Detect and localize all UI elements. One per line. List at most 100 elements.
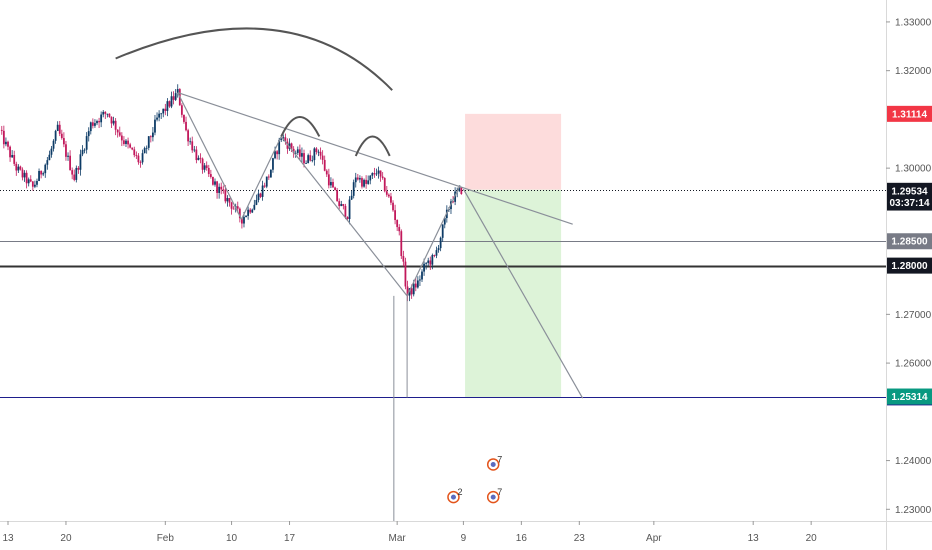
candle-body	[361, 178, 363, 187]
candle-body	[226, 198, 229, 202]
candle-body	[344, 205, 347, 218]
candle-body	[243, 216, 245, 224]
candle-body	[13, 155, 16, 164]
candle-body	[25, 172, 28, 184]
price-tag-label: 1.28500	[891, 237, 928, 248]
price-tag-label: 1.31114	[892, 109, 927, 120]
candle-body	[284, 137, 287, 142]
candle-body	[46, 160, 49, 165]
candle-body	[311, 160, 314, 161]
candle-body	[238, 208, 241, 219]
candle-body	[58, 124, 61, 134]
candle-body	[38, 170, 40, 181]
time-tick-label: 20	[60, 533, 72, 544]
candle-body	[220, 186, 223, 190]
candle-body	[425, 262, 428, 264]
event-count-label: 7	[497, 487, 502, 497]
candle-body	[191, 141, 194, 151]
candle-body	[435, 250, 438, 256]
arc-drawing[interactable]	[280, 116, 321, 137]
candle-body	[398, 227, 401, 232]
candle-body	[385, 191, 388, 195]
candle-body	[381, 176, 384, 179]
candle-body	[402, 256, 405, 262]
candle-body	[147, 136, 150, 148]
candle-body	[54, 130, 57, 141]
candle-body	[81, 150, 84, 155]
candle-body	[379, 170, 382, 177]
time-axis: 13 20 Feb 10 17 Mar 9 16 23 Apr 13 20	[2, 521, 817, 544]
stop-loss-zone[interactable]	[465, 113, 562, 190]
time-tick-label: 10	[226, 533, 238, 544]
trendline[interactable]	[280, 136, 408, 297]
candle-body	[338, 201, 341, 207]
candle-body	[392, 202, 394, 211]
candle-body	[352, 182, 355, 196]
candle-body	[106, 113, 109, 115]
take-profit-zone[interactable]	[465, 189, 562, 398]
price-tick-label: 1.24000	[895, 456, 932, 467]
price-tick-label: 1.33000	[895, 17, 932, 28]
price-tag: 1.28500	[887, 233, 932, 250]
event-marker[interactable]: 7	[486, 454, 503, 471]
trendline[interactable]	[406, 184, 461, 297]
time-tick-label: 20	[806, 533, 818, 544]
candle-body	[193, 149, 196, 151]
candle-body	[323, 159, 326, 171]
event-marker[interactable]: 2	[447, 487, 463, 504]
position-zones	[465, 113, 562, 398]
plot-background	[0, 0, 886, 521]
candle-body	[305, 163, 307, 164]
candle-body	[79, 154, 82, 170]
price-tag-label: 03:37:14	[889, 198, 929, 209]
candle-body	[342, 204, 345, 206]
price-tag-background	[887, 257, 932, 274]
candle-body	[145, 147, 148, 149]
trendline[interactable]	[240, 136, 282, 220]
arc-drawing[interactable]	[354, 135, 391, 157]
candle-body	[7, 141, 9, 147]
event-markers: 2 7 7	[447, 454, 503, 504]
price-tag: 1.28000	[887, 257, 932, 274]
candle-body	[73, 174, 76, 180]
trendline[interactable]	[177, 92, 243, 220]
candle-body	[89, 122, 92, 132]
flag-icon-center	[490, 461, 496, 467]
price-tag-label: 1.25314	[891, 392, 928, 403]
candle-body	[412, 283, 415, 295]
candle-body	[183, 114, 185, 122]
candle-body	[414, 283, 417, 288]
candle-body	[282, 137, 285, 139]
candle-body	[60, 133, 63, 139]
candle-body	[110, 116, 113, 124]
candle-body	[75, 167, 78, 180]
candle-body	[131, 147, 134, 150]
candle-body	[377, 170, 380, 174]
candle-body	[174, 93, 177, 100]
candle-body	[383, 178, 386, 192]
candle-body	[69, 155, 71, 171]
candle-body	[419, 279, 421, 281]
event-count-label: 7	[497, 454, 502, 464]
candle-body	[292, 148, 295, 154]
candle-body	[276, 151, 278, 155]
event-marker[interactable]: 7	[486, 487, 503, 504]
candle-body	[416, 280, 419, 288]
candle-body	[77, 167, 80, 170]
candle-body	[172, 96, 175, 100]
trendline[interactable]	[177, 92, 573, 225]
candle-body	[429, 260, 432, 265]
candle-body	[9, 146, 11, 158]
arc-drawing[interactable]	[115, 27, 393, 91]
time-tick-label: 13	[2, 533, 14, 544]
candle-body	[327, 174, 330, 186]
candle-body	[96, 121, 98, 124]
candle-body	[301, 153, 303, 157]
trendline[interactable]	[462, 188, 584, 399]
price-tag: 1.25314	[887, 388, 932, 405]
time-tick-label: 9	[461, 533, 467, 544]
candle-body	[162, 108, 165, 114]
candle-body	[120, 135, 123, 141]
candle-body	[396, 220, 399, 228]
